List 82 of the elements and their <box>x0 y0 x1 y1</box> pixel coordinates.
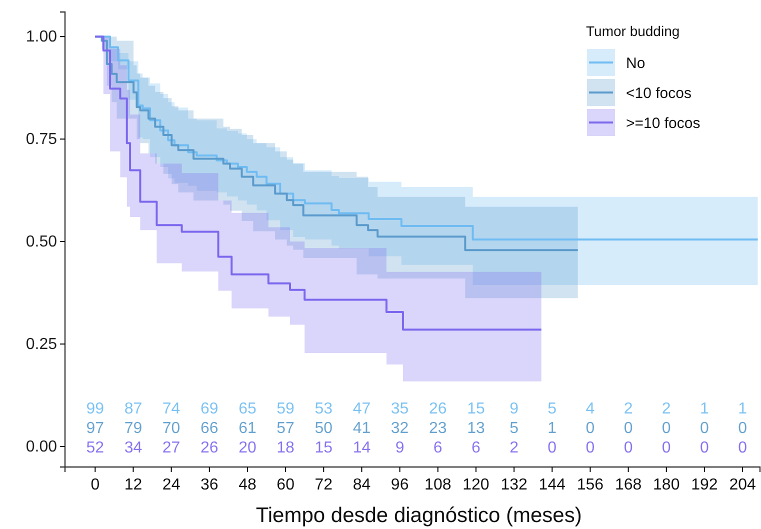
annotation: 97 <box>86 420 104 438</box>
annotation: 2 <box>510 440 519 457</box>
annotation: 18 <box>276 440 295 457</box>
annotation: 35 <box>390 400 409 418</box>
annotation: 26 <box>428 400 447 418</box>
annotation: 47 <box>352 400 371 418</box>
annotation: 61 <box>238 420 256 438</box>
annotation: 41 <box>352 420 371 438</box>
annotation: 0 <box>624 440 633 457</box>
annotation: 59 <box>276 400 295 418</box>
x-axis-title: Tiempo desde diagnóstico (meses) <box>256 504 582 527</box>
annotation: 15 <box>314 440 333 457</box>
annotation: 13 <box>467 420 485 438</box>
x-tick-label: 84 <box>352 476 371 494</box>
annotation: 0 <box>738 440 748 457</box>
annotation: 6 <box>472 440 481 457</box>
annotation: 2 <box>624 400 633 418</box>
annotation: 1 <box>548 420 557 438</box>
y-tick-label: 1.00 <box>26 28 58 46</box>
annotation: 52 <box>86 440 104 457</box>
annotation: 99 <box>86 400 104 418</box>
x-tick-label: 144 <box>538 476 566 494</box>
x-tick-label: 180 <box>653 476 680 494</box>
annotation: 0 <box>548 440 557 457</box>
annotation: 4 <box>586 400 595 418</box>
x-tick-label: 96 <box>390 476 409 494</box>
annotation: 50 <box>314 420 333 438</box>
x-tick-label: 60 <box>276 476 295 494</box>
annotation: 6 <box>433 440 442 457</box>
annotation: 15 <box>467 400 485 418</box>
annotation: 2 <box>662 400 671 418</box>
annotation: 69 <box>200 400 218 418</box>
x-tick-label: 168 <box>614 476 642 494</box>
x-tick-label: 108 <box>424 476 452 494</box>
annotation: 1 <box>700 400 710 418</box>
annotation: 23 <box>428 420 447 438</box>
annotation: 74 <box>162 400 180 418</box>
x-tick-label: 48 <box>238 476 256 494</box>
x-tick-label: 72 <box>314 476 333 494</box>
annotation: 26 <box>200 440 218 457</box>
legend-label: No <box>626 55 646 72</box>
annotation: 0 <box>586 420 595 438</box>
annotation: 57 <box>276 420 295 438</box>
annotation: 20 <box>238 440 256 457</box>
annotation: 53 <box>314 400 333 418</box>
x-tick-label: 36 <box>200 476 218 494</box>
annotation: 9 <box>510 400 519 418</box>
annotation: 0 <box>586 440 595 457</box>
annotation: 66 <box>200 420 218 438</box>
x-tick-label: 12 <box>124 476 142 494</box>
x-tick-label: 192 <box>691 476 718 494</box>
legend-label: <10 focos <box>626 85 692 102</box>
annotation: 0 <box>662 420 671 438</box>
x-tick-label: 24 <box>162 476 180 494</box>
annotation: 87 <box>124 400 142 418</box>
annotation: 5 <box>510 420 519 438</box>
annotation: 0 <box>700 420 710 438</box>
x-tick-label: 132 <box>500 476 528 494</box>
annotation: 14 <box>352 440 371 457</box>
y-tick-label: 0.00 <box>26 438 58 456</box>
x-tick-label: 0 <box>90 476 100 494</box>
legend-title: Tumor budding <box>586 23 680 39</box>
annotation: 1 <box>738 400 748 418</box>
y-tick-label: 0.50 <box>26 234 58 251</box>
annotation: 0 <box>738 420 748 438</box>
x-tick-label: 156 <box>576 476 604 494</box>
annotation: 0 <box>700 440 710 457</box>
annotation: 32 <box>390 420 409 438</box>
annotation: 27 <box>162 440 180 457</box>
y-tick-label: 0.25 <box>26 336 58 354</box>
annotation: 70 <box>162 420 180 438</box>
annotation: 79 <box>124 420 142 438</box>
annotation: 0 <box>624 420 633 438</box>
x-tick-label: 120 <box>462 476 490 494</box>
annotation: 65 <box>238 400 256 418</box>
annotation: 34 <box>124 440 142 457</box>
annotation: 9 <box>395 440 404 457</box>
y-tick-label: 0.75 <box>26 131 58 148</box>
annotation: 5 <box>548 400 557 418</box>
legend-label: >=10 focos <box>626 115 700 132</box>
annotation: 0 <box>662 440 671 457</box>
x-tick-label: 204 <box>729 476 756 494</box>
